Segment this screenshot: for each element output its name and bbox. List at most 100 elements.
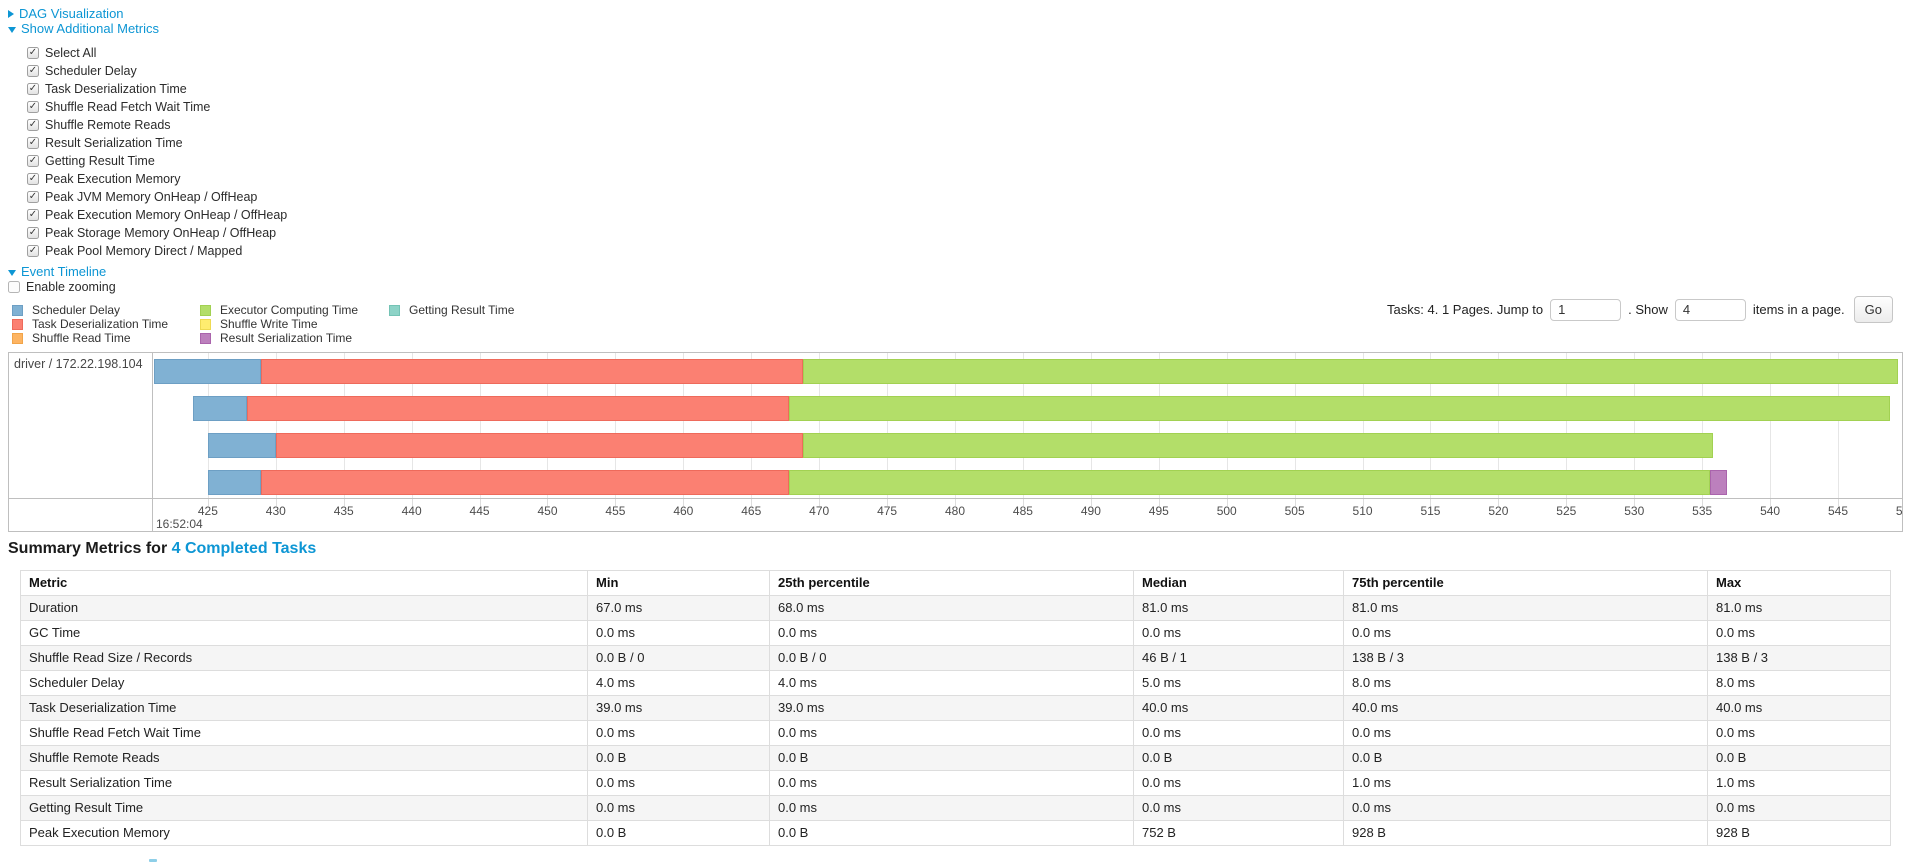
show-additional-metrics-toggle[interactable]: Show Additional Metrics <box>8 21 159 36</box>
metric-value-cell: 40.0 ms <box>1707 695 1891 721</box>
task-segment-executor-computing[interactable] <box>802 433 1714 458</box>
legend-label: Task Deserialization Time <box>32 317 169 332</box>
additional-metric-row: ✓ Select All <box>27 44 96 62</box>
metric-checkbox[interactable]: ✓ <box>27 191 39 203</box>
metric-value-cell: 0.0 B <box>587 745 770 771</box>
task-segment-result-serialization[interactable] <box>1710 470 1727 495</box>
metric-checkbox[interactable]: ✓ <box>27 245 39 257</box>
metric-name-cell: Shuffle Read Size / Records <box>20 645 588 671</box>
legend-item: Scheduler Delay <box>12 303 168 318</box>
metric-checkbox[interactable]: ✓ <box>27 83 39 95</box>
axis-tick-label: 540 <box>1760 504 1781 518</box>
task-segment-executor-computing[interactable] <box>789 396 1890 421</box>
axis-tick-label: 450 <box>537 504 558 518</box>
summary-metrics-heading-text: Summary Metrics for <box>8 540 172 557</box>
task-segment-task-deserialization[interactable] <box>260 470 790 495</box>
column-header: 25th percentile <box>769 570 1134 596</box>
task-segment-task-deserialization[interactable] <box>260 359 803 384</box>
metric-value-cell: 0.0 B <box>769 745 1134 771</box>
metric-checkbox[interactable]: ✓ <box>27 137 39 149</box>
metric-checkbox[interactable]: ✓ <box>27 173 39 185</box>
metric-checkbox-label: Shuffle Remote Reads <box>45 118 171 132</box>
axis-tick-label: 460 <box>673 504 694 518</box>
task-segment-scheduler-delay[interactable] <box>207 470 261 495</box>
axis-tick-mark <box>1770 499 1772 506</box>
chevron-right-icon <box>8 9 14 18</box>
additional-metric-row: ✓ Peak Storage Memory OnHeap / OffHeap <box>27 224 276 242</box>
page-size-input[interactable] <box>1674 298 1746 321</box>
legend-label: Scheduler Delay <box>32 303 121 318</box>
metric-name-cell: Duration <box>20 595 588 621</box>
column-header: Max <box>1707 570 1891 596</box>
event-timeline-toggle[interactable]: Event Timeline <box>8 264 106 279</box>
summary-metrics-heading: Summary Metrics for 4 Completed Tasks <box>8 540 316 558</box>
axis-tick-label: 500 <box>1216 504 1237 518</box>
legend-label: Shuffle Write Time <box>220 317 318 332</box>
metric-checkbox-label: Peak JVM Memory OnHeap / OffHeap <box>45 190 258 204</box>
axis-tick-label: 440 <box>401 504 422 518</box>
metric-checkbox-label: Peak Execution Memory <box>45 172 181 186</box>
completed-tasks-link[interactable]: 4 Completed Tasks <box>171 540 317 557</box>
metric-value-cell: 0.0 ms <box>587 770 770 796</box>
metric-checkbox[interactable]: ✓ <box>27 119 39 131</box>
axis-tick-label: 480 <box>945 504 966 518</box>
timeline-executor-column: driver / 172.22.198.104 <box>9 353 153 498</box>
legend-item: Result Serialization Time <box>200 331 358 345</box>
additional-metric-row: ✓ Shuffle Read Fetch Wait Time <box>27 98 210 116</box>
go-button[interactable]: Go <box>1853 296 1893 323</box>
metric-value-cell: 5.0 ms <box>1133 670 1344 696</box>
axis-tick-mark <box>275 499 277 506</box>
task-deserialization-swatch-icon <box>12 318 23 330</box>
axis-tick-mark <box>1566 499 1568 506</box>
metric-value-cell: 0.0 ms <box>587 620 770 646</box>
metric-value-cell: 138 B / 3 <box>1707 645 1891 671</box>
summary-metrics-table: Metric Min 25th percentile Median 75th perce… <box>20 570 1891 846</box>
metric-checkbox[interactable]: ✓ <box>27 101 39 113</box>
timeline-gridline <box>1770 353 1772 498</box>
task-segment-scheduler-delay[interactable] <box>207 433 276 458</box>
metric-checkbox[interactable]: ✓ <box>27 65 39 77</box>
metric-value-cell: 0.0 ms <box>769 720 1134 746</box>
table-row: Shuffle Remote Reads 0.0 B 0.0 B 0.0 B 0.0 B… <box>20 745 1891 771</box>
additional-metric-row: ✓ Peak Execution Memory <box>27 170 180 188</box>
task-segment-scheduler-delay[interactable] <box>153 359 261 384</box>
legend-item: Shuffle Read Time <box>12 331 168 345</box>
metric-value-cell: 0.0 B <box>587 820 770 846</box>
dag-visualization-toggle[interactable]: DAG Visualization <box>8 6 124 21</box>
metric-value-cell: 0.0 ms <box>1707 795 1891 821</box>
metric-checkbox[interactable]: ✓ <box>27 47 39 59</box>
task-segment-executor-computing[interactable] <box>802 359 1898 384</box>
partially-visible-element <box>149 859 157 862</box>
jump-to-page-input[interactable] <box>1550 298 1622 321</box>
chevron-down-icon <box>8 26 16 33</box>
table-row: Getting Result Time 0.0 ms 0.0 ms 0.0 ms 0.0… <box>20 795 1891 821</box>
additional-metric-row: ✓ Shuffle Remote Reads <box>27 116 171 134</box>
executor-computing-swatch-icon <box>200 304 211 316</box>
timeline-axis-left-cell <box>9 498 153 531</box>
timeline-gridline <box>1634 353 1636 498</box>
timeline-gridline <box>207 353 209 498</box>
table-row: Shuffle Read Size / Records 0.0 B / 0 0.0 … <box>20 645 1891 671</box>
metric-checkbox[interactable]: ✓ <box>27 155 39 167</box>
legend-column: Scheduler Delay Task Deserialization Time… <box>12 303 169 346</box>
axis-tick-mark <box>683 499 685 506</box>
metric-checkbox-label: Getting Result Time <box>45 154 155 168</box>
metric-value-cell: 0.0 ms <box>1343 795 1708 821</box>
metric-value-cell: 8.0 ms <box>1343 670 1708 696</box>
timeline-axis-time-label: 16:52:04 <box>156 517 203 531</box>
metric-checkbox[interactable]: ✓ <box>27 227 39 239</box>
task-segment-task-deserialization[interactable] <box>247 396 790 421</box>
task-segment-scheduler-delay[interactable] <box>192 396 248 421</box>
metric-value-cell: 40.0 ms <box>1343 695 1708 721</box>
timeline-gridline <box>887 353 889 498</box>
enable-zooming-checkbox[interactable] <box>8 281 20 293</box>
metric-value-cell: 0.0 ms <box>1133 620 1344 646</box>
task-segment-task-deserialization[interactable] <box>275 433 803 458</box>
axis-tick-mark <box>547 499 549 506</box>
enable-zooming-row: Enable zooming <box>8 278 116 296</box>
task-segment-executor-computing[interactable] <box>789 470 1711 495</box>
axis-tick-mark <box>479 499 481 506</box>
metric-checkbox[interactable]: ✓ <box>27 209 39 221</box>
additional-metric-row: ✓ Scheduler Delay <box>27 62 137 80</box>
additional-metric-row: ✓ Peak JVM Memory OnHeap / OffHeap <box>27 188 257 206</box>
